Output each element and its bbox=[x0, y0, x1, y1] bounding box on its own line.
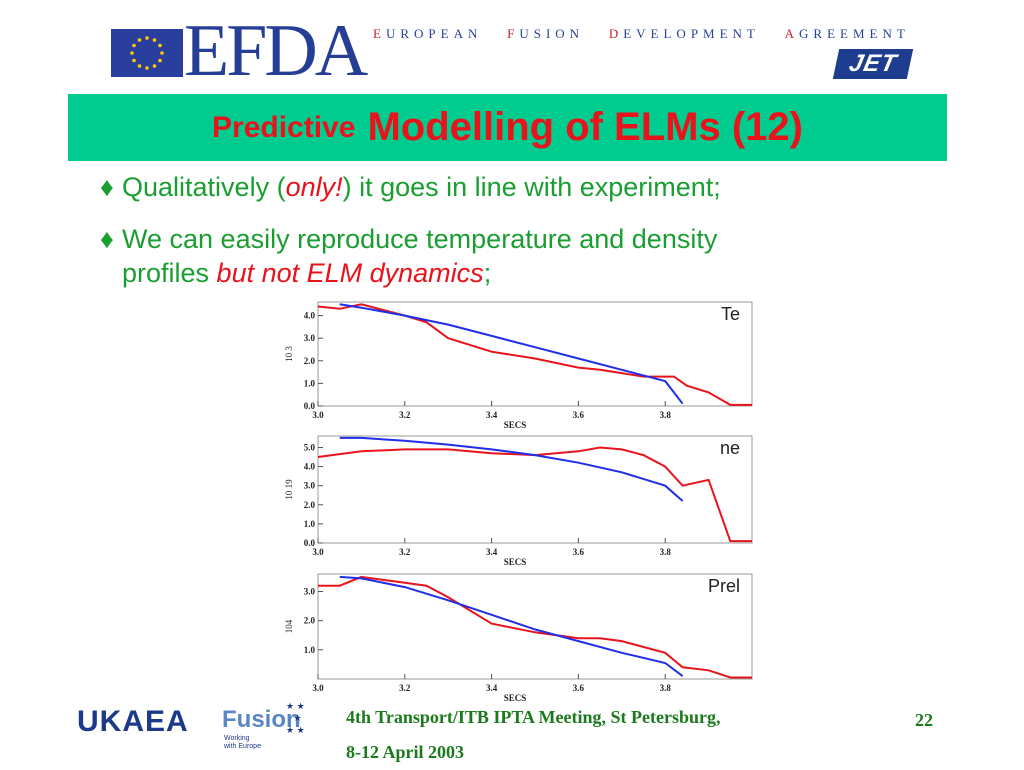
x-tick-label: 3.0 bbox=[312, 547, 324, 557]
eu-flag-icon bbox=[111, 29, 183, 77]
ne-plot: 3.0 3.2 3.4 3.6 3.8 0.0 1.0 2.0 3.0 4.0 5.0 SECS 10 … bbox=[280, 432, 760, 567]
meeting-info: 4th Transport/ITB IPTA Meeting, St Peter… bbox=[346, 707, 721, 762]
y-tick-label: 4.0 bbox=[304, 462, 316, 472]
panel-label: ne bbox=[720, 438, 740, 458]
x-tick-label: 3.6 bbox=[573, 683, 585, 693]
x-axis-label: SECS bbox=[504, 420, 527, 430]
x-tick-label: 3.2 bbox=[399, 683, 411, 693]
te-plot: 3.0 3.2 3.4 3.6 3.8 0.0 1.0 2.0 3.0 4.0 SECS 10 3 Te bbox=[280, 298, 760, 430]
x-tick-label: 3.6 bbox=[573, 410, 585, 420]
jet-logo: JET bbox=[832, 49, 914, 79]
efda-agreement-text: EUROPEAN FUSION DEVELOPMENT AGREEMENT bbox=[373, 26, 910, 41]
y-tick-label: 2.0 bbox=[304, 356, 316, 366]
y-tick-label: 3.0 bbox=[304, 481, 316, 491]
plot-frame bbox=[317, 435, 753, 544]
x-tick-label: 3.8 bbox=[660, 547, 672, 557]
x-tick-label: 3.6 bbox=[573, 547, 585, 557]
y-tick-label: 0.0 bbox=[304, 538, 316, 548]
slide-title-prefix: Predictive bbox=[212, 110, 356, 144]
y-tick-label: 5.0 bbox=[304, 442, 316, 452]
experiment-line bbox=[317, 446, 752, 543]
y-tick-label: 1.0 bbox=[304, 378, 316, 388]
plot-frame bbox=[317, 573, 753, 680]
experiment-line bbox=[317, 303, 752, 406]
slide-title-main: Modelling of ELMs (12) bbox=[367, 105, 803, 149]
y-tick-label: 2.0 bbox=[304, 616, 316, 626]
x-tick-label: 3.8 bbox=[660, 683, 672, 693]
bullet-1: ♦ Qualitatively (only!) it goes in line w… bbox=[100, 172, 721, 202]
diamond-bullet-icon: ♦ bbox=[100, 172, 114, 202]
x-tick-label: 3.4 bbox=[486, 547, 498, 557]
x-tick-label: 3.2 bbox=[399, 410, 411, 420]
x-tick-label: 3.0 bbox=[312, 683, 324, 693]
y-axis-label: 10 3 bbox=[284, 346, 294, 362]
prel-plot: 3.0 3.2 3.4 3.6 3.8 1.0 2.0 3.0 SECS 104 Prel bbox=[280, 570, 760, 703]
y-tick-label: 2.0 bbox=[304, 500, 316, 510]
y-tick-label: 4.0 bbox=[304, 311, 316, 321]
x-axis-label: SECS bbox=[504, 693, 527, 703]
x-axis-label: SECS bbox=[504, 557, 527, 567]
efda-logo: EFDA bbox=[184, 10, 368, 92]
y-tick-label: 0.0 bbox=[304, 401, 316, 411]
bullet-2: ♦ We can easily reproduce temperature and… bbox=[100, 224, 718, 288]
y-axis-label: 104 bbox=[284, 619, 294, 633]
diamond-bullet-icon: ♦ bbox=[100, 224, 114, 254]
x-tick-label: 3.0 bbox=[312, 410, 324, 420]
x-tick-label: 3.2 bbox=[399, 547, 411, 557]
y-tick-label: 1.0 bbox=[304, 645, 316, 655]
x-tick-label: 3.4 bbox=[486, 410, 498, 420]
page-number: 22 bbox=[915, 710, 933, 730]
x-tick-label: 3.4 bbox=[486, 683, 498, 693]
y-axis-label: 10 19 bbox=[284, 479, 294, 500]
star-ring-icon: ★ ★ ★ ★ ★ bbox=[286, 701, 305, 735]
plot-frame bbox=[317, 301, 753, 407]
fusion-logo: Fusion Working with Europe ★ ★ ★ ★ ★ bbox=[222, 700, 312, 754]
slide-title-bar: Predictive Modelling of ELMs (12) bbox=[68, 94, 947, 161]
y-tick-label: 1.0 bbox=[304, 519, 316, 529]
model-line bbox=[339, 575, 684, 677]
panel-label: Prel bbox=[708, 576, 740, 596]
model-line bbox=[339, 303, 684, 405]
ukaea-logo: UKAEA bbox=[77, 705, 189, 738]
panel-label: Te bbox=[721, 304, 740, 324]
y-tick-label: 3.0 bbox=[304, 333, 316, 343]
model-line bbox=[339, 436, 684, 502]
y-tick-label: 3.0 bbox=[304, 587, 316, 597]
x-tick-label: 3.8 bbox=[660, 410, 672, 420]
